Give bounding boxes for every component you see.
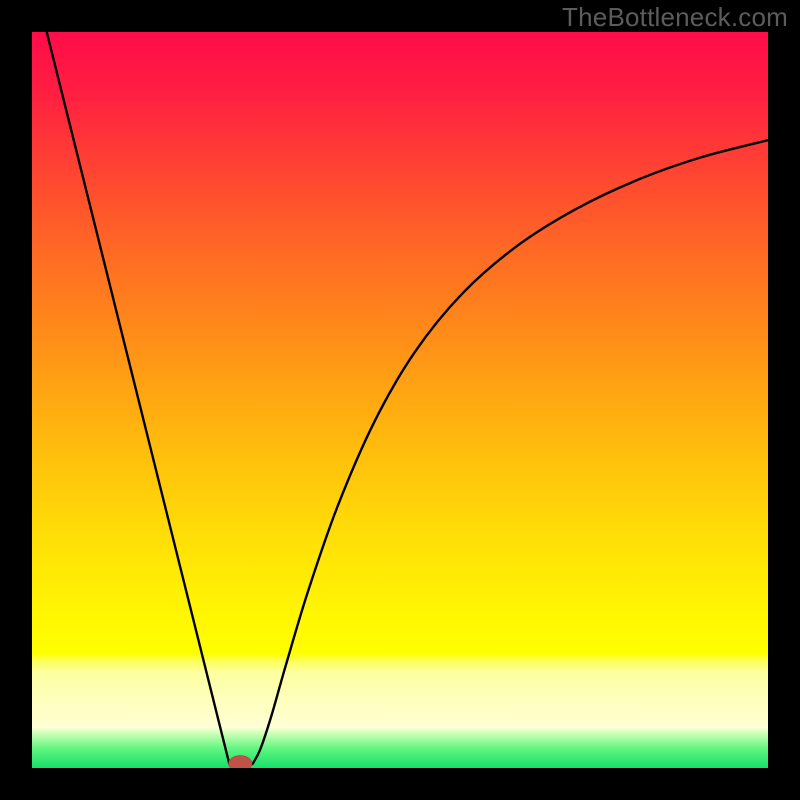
plot-area [32,32,768,768]
optimum-marker [229,755,253,768]
watermark-text: TheBottleneck.com [562,2,788,33]
bottleneck-curve [32,32,768,768]
